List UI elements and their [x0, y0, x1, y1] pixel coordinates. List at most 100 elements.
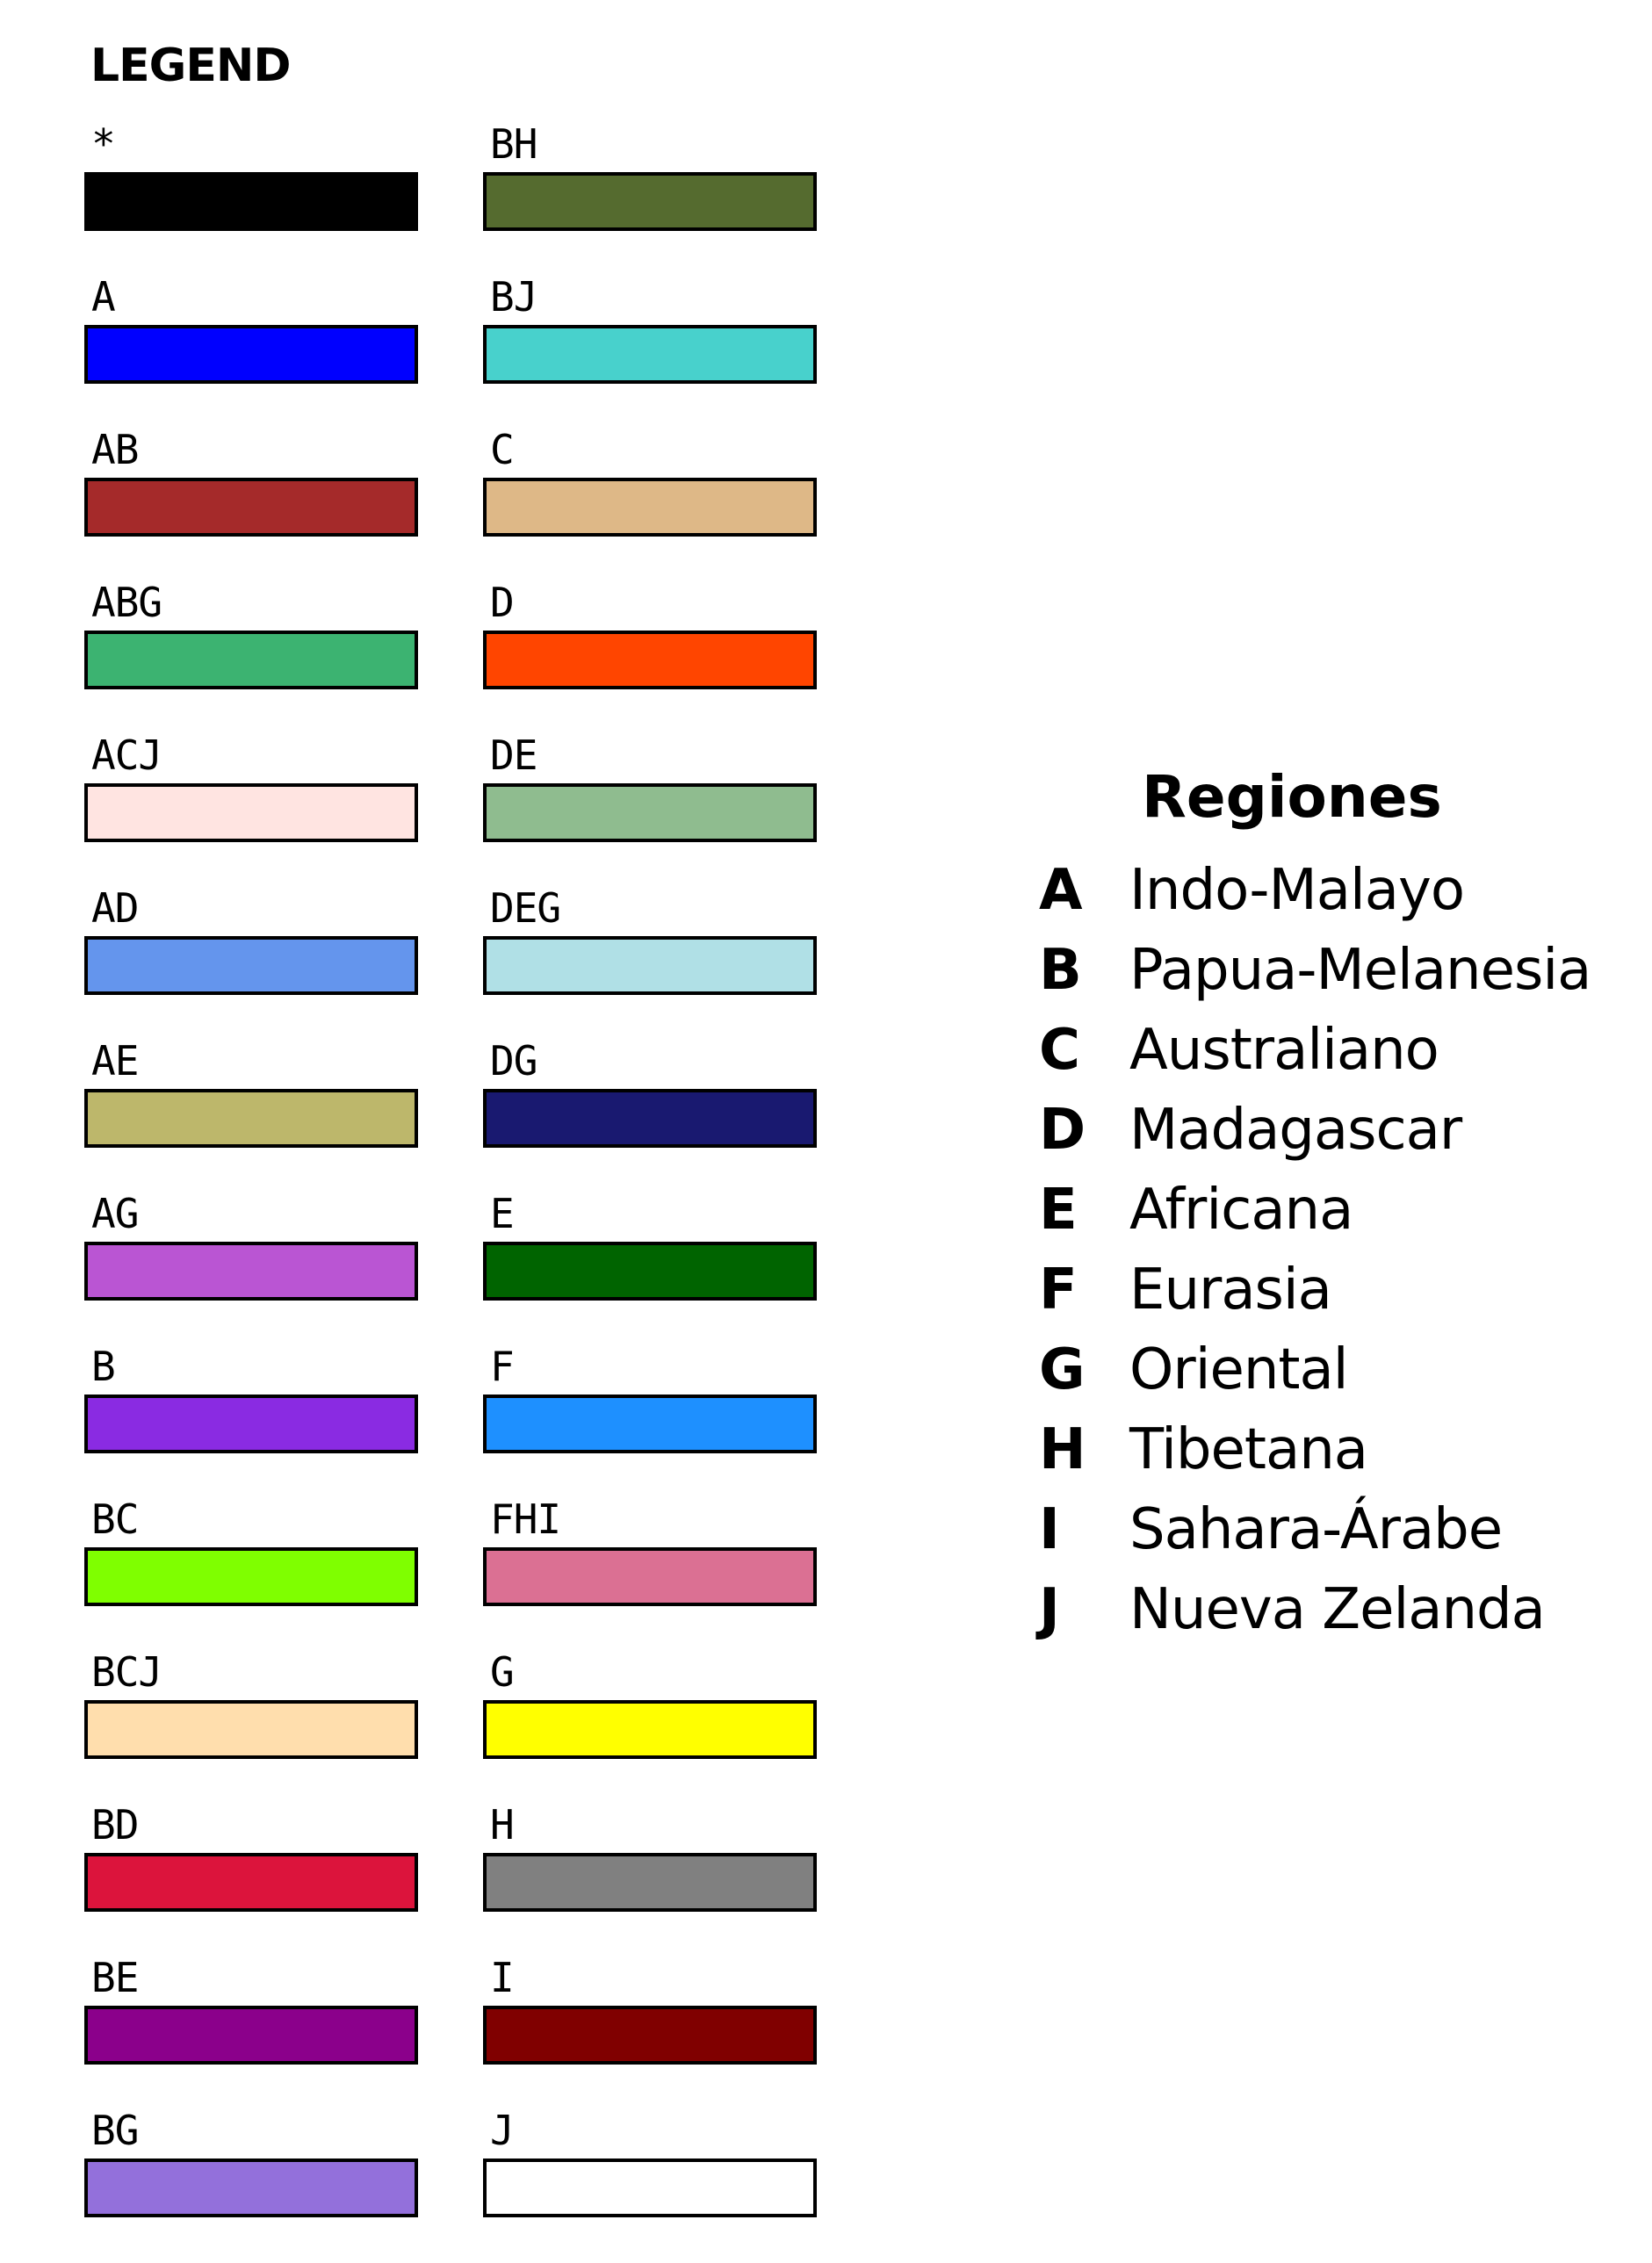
- legend-entry-label: AE: [91, 1037, 139, 1085]
- regions-title: Regiones: [1142, 763, 1442, 831]
- legend-entry: ABG: [84, 580, 427, 732]
- region-item: H Tibetana: [1039, 1413, 1645, 1487]
- legend-entry-label: BE: [91, 1954, 139, 2001]
- legend-entry-label: ABG: [91, 579, 162, 626]
- legend-entry-label: *: [91, 120, 116, 168]
- legend-entry-label: H: [490, 1801, 515, 1849]
- region-name: Eurasia: [1129, 1258, 1332, 1322]
- legend-entry-label: AG: [91, 1190, 139, 1237]
- legend-entry: ACJ: [84, 732, 427, 885]
- legend-entry: BCJ: [84, 1649, 427, 1802]
- region-name: Australiano: [1129, 1018, 1439, 1083]
- region-item: C Australiano: [1039, 1013, 1645, 1087]
- legend-entry-label: B: [91, 1343, 116, 1390]
- region-letter: B: [1039, 938, 1082, 1003]
- legend-entry: BG: [84, 2108, 427, 2260]
- region-letter: J: [1039, 1577, 1060, 1642]
- region-name: Papua-Melanesia: [1129, 938, 1591, 1003]
- region-name: Africana: [1129, 1178, 1353, 1243]
- legend-entry-label: BC: [91, 1495, 139, 1543]
- legend-entry: B: [84, 1344, 427, 1496]
- legend-entry-label: BCJ: [91, 1648, 162, 1696]
- region-item: A Indo-Malayo: [1039, 854, 1645, 927]
- legend-color-swatch: [483, 2158, 817, 2217]
- region-item: I Sahara-Árabe: [1039, 1493, 1645, 1567]
- legend-entry: BD: [84, 1802, 427, 1955]
- legend-entry-label: I: [490, 1954, 515, 2001]
- legend-entry: AE: [84, 1038, 427, 1191]
- legend-entry: DG: [483, 1038, 826, 1191]
- legend-entry: J: [483, 2108, 826, 2260]
- legend-entry-label: C: [490, 426, 515, 473]
- legend-color-swatch: [84, 1242, 418, 1301]
- region-letter: C: [1039, 1018, 1080, 1083]
- region-item: F Eurasia: [1039, 1253, 1645, 1327]
- legend-entry: G: [483, 1649, 826, 1802]
- region-letter: I: [1039, 1497, 1060, 1562]
- region-item: G Oriental: [1039, 1333, 1645, 1407]
- legend-color-swatch: [84, 1089, 418, 1148]
- legend-entry: A: [84, 274, 427, 427]
- region-name: Oriental: [1129, 1337, 1348, 1402]
- region-letter: H: [1039, 1417, 1086, 1482]
- region-name: Nueva Zelanda: [1129, 1577, 1546, 1642]
- legend-color-swatch: [84, 2006, 418, 2065]
- legend-entry: E: [483, 1191, 826, 1344]
- legend-color-swatch: [84, 1547, 418, 1606]
- legend-entry-label: F: [490, 1343, 515, 1390]
- legend-entry: H: [483, 1802, 826, 1955]
- legend-color-swatch: [84, 325, 418, 384]
- legend-entry: D: [483, 580, 826, 732]
- legend-entry-label: BD: [91, 1801, 139, 1849]
- legend-color-swatch: [483, 1089, 817, 1148]
- legend-color-swatch: [84, 2158, 418, 2217]
- legend-entry: FHI: [483, 1496, 826, 1649]
- region-name: Tibetana: [1129, 1417, 1368, 1482]
- legend-color-swatch: [483, 478, 817, 537]
- legend-entry: I: [483, 1955, 826, 2108]
- region-letter: G: [1039, 1337, 1086, 1402]
- region-item: B Papua-Melanesia: [1039, 933, 1645, 1007]
- legend-entry-label: A: [91, 273, 116, 321]
- region-item: J Nueva Zelanda: [1039, 1573, 1645, 1647]
- region-name: Madagascar: [1129, 1098, 1462, 1163]
- legend-entry: AD: [84, 885, 427, 1038]
- legend-entry: *: [84, 121, 427, 274]
- legend-entry: BC: [84, 1496, 427, 1649]
- legend-entry-label: AB: [91, 426, 139, 473]
- legend-entry-label: BG: [91, 2107, 139, 2154]
- legend-entry: DEG: [483, 885, 826, 1038]
- legend-color-swatch: [483, 2006, 817, 2065]
- legend-color-swatch: [483, 1395, 817, 1453]
- legend-color-swatch: [483, 1242, 817, 1301]
- legend-entry: F: [483, 1344, 826, 1496]
- legend-entry-label: AD: [91, 884, 139, 932]
- legend-entry: BE: [84, 1955, 427, 2108]
- legend-color-swatch: [84, 631, 418, 689]
- legend-entry: AB: [84, 427, 427, 580]
- legend-entry-label: E: [490, 1190, 515, 1237]
- legend-color-swatch: [84, 1700, 418, 1759]
- legend-color-swatch: [483, 172, 817, 231]
- legend-entry-label: BJ: [490, 273, 537, 321]
- legend-entry-label: BH: [490, 120, 537, 168]
- region-letter: E: [1039, 1178, 1078, 1243]
- region-item: D Madagascar: [1039, 1093, 1645, 1167]
- region-letter: D: [1039, 1098, 1086, 1163]
- legend-color-swatch: [483, 325, 817, 384]
- legend-color-swatch: [483, 1700, 817, 1759]
- region-letter: A: [1039, 858, 1083, 923]
- legend-color-swatch: [84, 936, 418, 995]
- legend-entry-label: DG: [490, 1037, 537, 1085]
- legend-color-swatch: [84, 1395, 418, 1453]
- legend-entry: BH: [483, 121, 826, 274]
- legend-entry-label: D: [490, 579, 515, 626]
- legend-color-swatch: [483, 1853, 817, 1912]
- legend-color-swatch: [483, 1547, 817, 1606]
- region-letter: F: [1039, 1258, 1078, 1322]
- legend-entry-label: FHI: [490, 1495, 561, 1543]
- legend-entry-label: DEG: [490, 884, 561, 932]
- region-name: Indo-Malayo: [1129, 858, 1465, 923]
- legend-color-swatch: [84, 1853, 418, 1912]
- legend-color-swatch: [84, 783, 418, 842]
